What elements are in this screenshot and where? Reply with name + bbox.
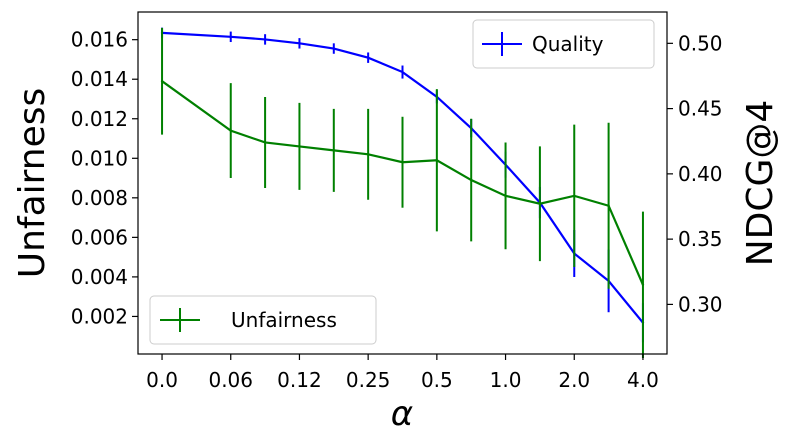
- x-tick-label: 0.5: [421, 368, 453, 392]
- legend-quality-label: Quality: [532, 32, 604, 56]
- right-y-tick-label: 0.45: [678, 97, 723, 121]
- unfairness-data-point: [298, 145, 301, 148]
- legend-unfairness: Unfairness: [149, 295, 377, 345]
- left-y-tick-label: 0.010: [71, 146, 128, 170]
- x-tick-label: 4.0: [627, 368, 659, 392]
- unfairness-data-point: [160, 79, 164, 83]
- left-y-tick-label: 0.016: [71, 28, 128, 52]
- x-tick-label: 0.12: [277, 368, 322, 392]
- left-y-tick-label: 0.014: [71, 67, 128, 91]
- left-y-tick-label: 0.006: [71, 225, 128, 249]
- unfairness-data-point: [401, 161, 404, 164]
- right-y-tick-label: 0.40: [678, 162, 723, 186]
- quality-data-point: [401, 70, 404, 74]
- legend-quality-frame: [472, 19, 655, 69]
- x-tick-label: 2.0: [558, 368, 590, 392]
- right-y-tick-label: 0.30: [678, 292, 723, 316]
- quality-data-point: [229, 35, 232, 39]
- unfairness-series-line: [161, 80, 644, 286]
- x-tick-label: 1.0: [490, 368, 522, 392]
- x-tick-label: 0.25: [346, 368, 391, 392]
- legend-quality: Quality: [472, 19, 655, 69]
- right-y-axis-title: NDCG@4: [740, 100, 781, 267]
- legend-unfairness-label: Unfairness: [231, 308, 337, 332]
- left-y-axis-title: Unfairness: [12, 88, 53, 279]
- quality-data-point: [366, 56, 370, 59]
- x-axis-title: α: [391, 394, 413, 434]
- unfairness-data-point: [470, 178, 473, 182]
- unfairness-data-point: [366, 153, 370, 156]
- right-y-tick-label: 0.35: [678, 227, 723, 251]
- unfairness-data-point: [435, 159, 439, 162]
- axes-layer: 0.0 0.06 0.12 0.25 0.5 1.0 2.0 4.0 0.002 0.004 0.0…: [71, 28, 723, 392]
- quality-data-point: [332, 47, 335, 50]
- left-y-tick-label: 0.004: [71, 265, 128, 289]
- left-y-tick-label: 0.008: [71, 186, 128, 210]
- unfairness-data-point: [573, 194, 576, 198]
- right-y-tick-label: 0.50: [678, 31, 723, 55]
- plot-frame: [137, 11, 668, 355]
- unfairness-data-point: [229, 129, 232, 132]
- unfairness-data-point: [504, 194, 507, 198]
- unfairness-data-point: [641, 283, 645, 287]
- unfairness-data-point: [263, 141, 267, 144]
- x-tick-label: 0.0: [146, 368, 178, 392]
- quality-data-point: [263, 38, 267, 41]
- legend-unfairness-frame: [149, 295, 377, 345]
- x-tick-label: 0.06: [208, 368, 253, 392]
- unfairness-data-point: [607, 204, 610, 207]
- quality-series-line: [161, 31, 644, 324]
- unfairness-data-point: [332, 149, 335, 152]
- plot-layer: [160, 27, 645, 358]
- unfairness-data-point: [538, 202, 542, 205]
- left-y-tick-label: 0.012: [71, 107, 128, 131]
- left-y-tick-label: 0.002: [71, 304, 128, 328]
- quality-data-point: [298, 42, 301, 45]
